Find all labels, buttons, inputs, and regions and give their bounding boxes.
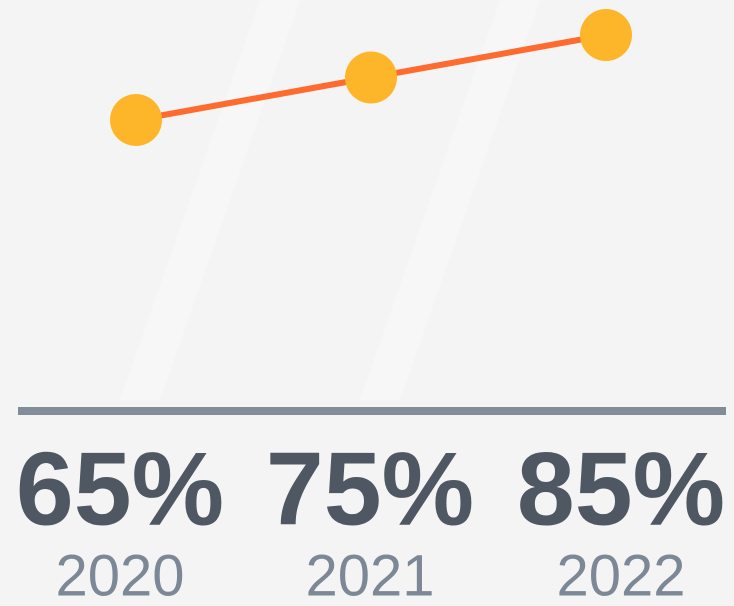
- value-label: 65%: [16, 431, 224, 547]
- value-label: 75%: [266, 431, 474, 547]
- category-label: 2020: [55, 543, 184, 606]
- marker: [345, 51, 397, 104]
- category-label: 2022: [556, 543, 685, 606]
- background-stripe: [360, 0, 540, 400]
- category-label: 2021: [305, 543, 434, 606]
- marker: [580, 9, 632, 61]
- marker: [110, 94, 162, 146]
- value-label: 85%: [517, 431, 725, 547]
